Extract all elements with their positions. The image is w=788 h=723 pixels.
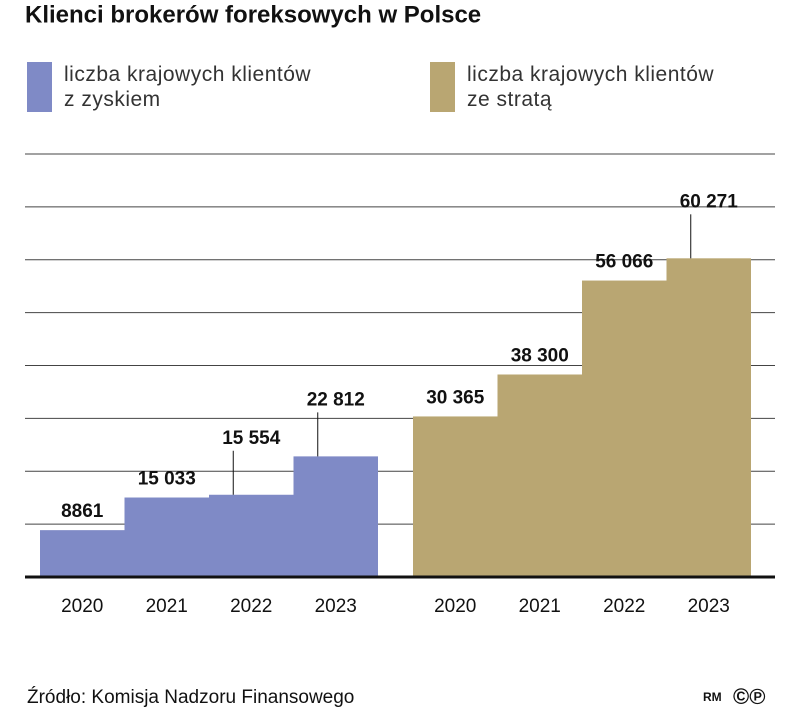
x-tick-label: 2020 xyxy=(434,596,476,617)
legend-swatch xyxy=(27,62,52,112)
credit: RM xyxy=(703,690,722,704)
x-tick-label: 2022 xyxy=(603,596,645,617)
bar xyxy=(124,497,209,577)
value-label: 15 033 xyxy=(138,469,196,490)
bar xyxy=(209,494,294,577)
copyright-marks: ©℗ xyxy=(733,684,765,709)
bar xyxy=(497,374,582,577)
value-label: 38 300 xyxy=(511,346,569,367)
value-label: 30 365 xyxy=(426,387,485,408)
x-tick-label: 2023 xyxy=(315,596,357,617)
x-tick-label: 2021 xyxy=(519,596,561,617)
value-label: 56 066 xyxy=(595,252,653,273)
value-label: 15 554 xyxy=(222,428,281,449)
x-tick-label: 2023 xyxy=(688,596,730,617)
x-tick-label: 2020 xyxy=(61,596,103,617)
bar xyxy=(40,530,125,577)
value-label: 60 271 xyxy=(680,191,739,212)
bar xyxy=(582,280,667,577)
x-tick-label: 2021 xyxy=(146,596,188,617)
bar xyxy=(666,258,751,577)
legend-item: liczba krajowych klientów ze stratą xyxy=(430,62,717,112)
chart-title: Klienci brokerów foreksowych w Polsce xyxy=(25,1,481,28)
legend-label: liczba krajowych klientów z zyskiem xyxy=(64,63,312,111)
bar xyxy=(293,456,378,577)
bar xyxy=(413,416,498,577)
legend-item: liczba krajowych klientów z zyskiem xyxy=(27,62,314,112)
source: Źródło: Komisja Nadzoru Finansowego xyxy=(27,687,354,708)
value-label: 22 812 xyxy=(307,389,365,410)
x-tick-label: 2022 xyxy=(230,596,272,617)
legend-swatch xyxy=(430,62,455,112)
value-label: 8861 xyxy=(61,501,104,522)
legend-label: liczba krajowych klientów ze stratą xyxy=(467,63,715,111)
